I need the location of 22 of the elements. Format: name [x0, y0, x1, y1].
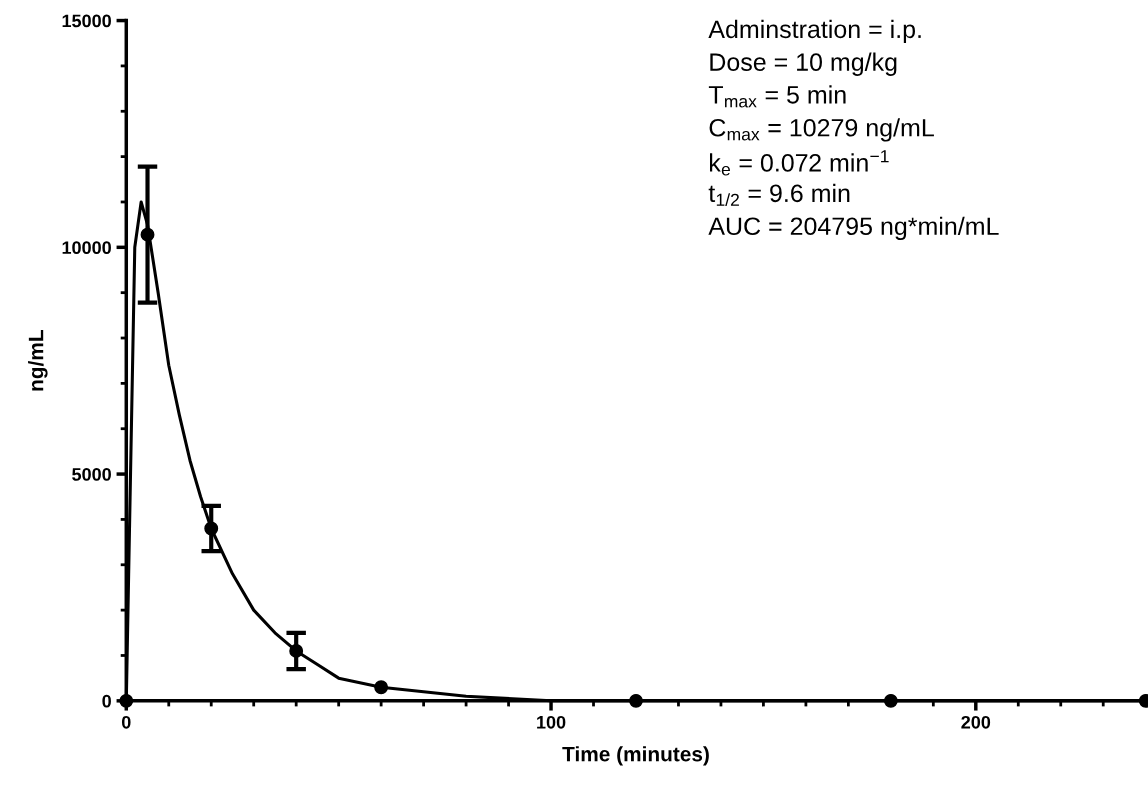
y-tick-label: 0: [102, 694, 111, 708]
point: [629, 693, 643, 708]
point: [374, 680, 389, 695]
point: [140, 227, 155, 242]
annotation: AUC = 204795 ng*min/mL: [708, 216, 999, 241]
y-tick-label: 15000: [62, 14, 111, 28]
y-axis-title: ng/mL: [28, 330, 48, 391]
annotation: Dose = 10 mg/kg: [710, 52, 897, 76]
annotation: t$_{1/2}$ = 9.6 min: [708, 183, 850, 207]
x-tick-label: 200: [961, 715, 991, 729]
point: [883, 693, 898, 708]
annotation: C$_{max}$ = 10279 ng/mL: [709, 118, 934, 142]
point: [289, 643, 304, 658]
annotation: T$_{max}$ = 5 min: [708, 85, 846, 108]
annotation: k$_{e}$ = 0.072 min$^{−1}$: [710, 150, 889, 176]
y-tick-label: 10000: [62, 241, 111, 255]
x-axis-title: Time (minutes): [562, 746, 709, 766]
annotation: Adminstration = i.p.: [708, 19, 921, 44]
y-tick-label: 5000: [72, 468, 111, 481]
x-tick-label: 0: [121, 715, 131, 729]
x-tick-label: 100: [537, 715, 566, 729]
point: [204, 521, 219, 536]
